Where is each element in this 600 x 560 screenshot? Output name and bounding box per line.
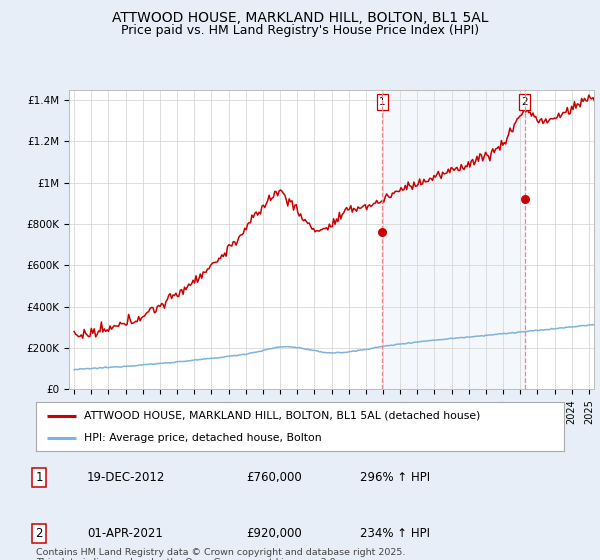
Text: 296% ↑ HPI: 296% ↑ HPI: [360, 471, 430, 484]
Text: 2: 2: [521, 97, 528, 107]
Text: 01-APR-2021: 01-APR-2021: [87, 527, 163, 540]
Text: £920,000: £920,000: [246, 527, 302, 540]
Text: £760,000: £760,000: [246, 471, 302, 484]
Text: 1: 1: [35, 471, 43, 484]
Text: 2: 2: [35, 527, 43, 540]
Text: HPI: Average price, detached house, Bolton: HPI: Average price, detached house, Bolt…: [83, 433, 321, 443]
Text: Price paid vs. HM Land Registry's House Price Index (HPI): Price paid vs. HM Land Registry's House …: [121, 24, 479, 36]
Text: 1: 1: [379, 97, 386, 107]
Text: 234% ↑ HPI: 234% ↑ HPI: [360, 527, 430, 540]
Bar: [382, 90, 524, 389]
Text: Contains HM Land Registry data © Crown copyright and database right 2025.
This d: Contains HM Land Registry data © Crown c…: [36, 548, 406, 560]
Text: ATTWOOD HOUSE, MARKLAND HILL, BOLTON, BL1 5AL (detached house): ATTWOOD HOUSE, MARKLAND HILL, BOLTON, BL…: [83, 410, 480, 421]
Text: 19-DEC-2012: 19-DEC-2012: [87, 471, 166, 484]
Text: ATTWOOD HOUSE, MARKLAND HILL, BOLTON, BL1 5AL: ATTWOOD HOUSE, MARKLAND HILL, BOLTON, BL…: [112, 11, 488, 25]
